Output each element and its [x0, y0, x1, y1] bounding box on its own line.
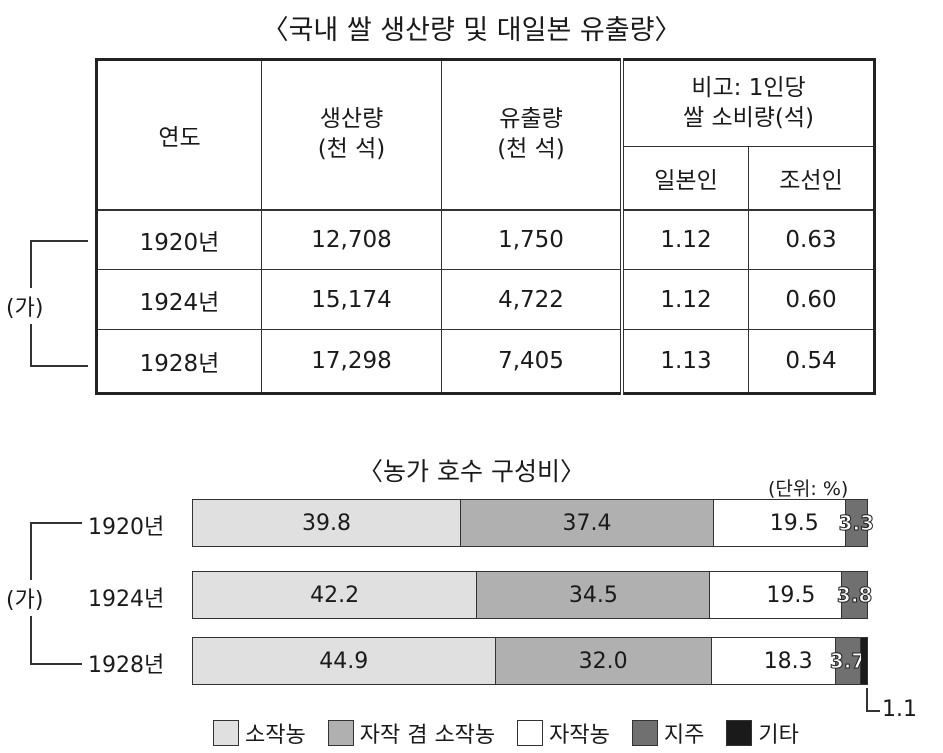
data-label: 3.3 — [838, 511, 875, 536]
chart-title: 〈농가 호수 구성비〉 — [358, 457, 585, 486]
legend-label: 자작농 — [549, 723, 610, 748]
category-label: 1924년 — [86, 581, 165, 613]
table-title: 〈국내 쌀 생산량 및 대일본 유출량〉 — [261, 15, 682, 46]
header-export-line2: (천 석) — [497, 135, 565, 162]
cell-korean: 0.63 — [748, 209, 875, 270]
cell-japanese: 1.12 — [620, 209, 749, 270]
cell-export: 4,722 — [441, 269, 623, 330]
legend-swatch — [327, 720, 354, 746]
cell-japanese: 1.12 — [620, 269, 749, 330]
cell-export: 7,405 — [441, 329, 623, 394]
header-japanese: 일본인 — [620, 146, 749, 210]
bracket-label: (가) — [6, 288, 44, 324]
bar-row: 44.9 32.0 18.3 3.7 — [192, 637, 868, 685]
cell-production: 15,174 — [261, 269, 442, 330]
bar-segment: 37.4 — [461, 499, 714, 547]
data-label: 19.5 — [766, 582, 816, 608]
cell-korean: 0.54 — [748, 329, 875, 394]
legend-label: 지주 — [663, 723, 705, 748]
header-production: 생산량 (천 석) — [261, 59, 442, 210]
bar-segment: 3.3 — [838, 499, 875, 547]
data-label: 3.8 — [836, 583, 873, 608]
chart-legend: 소작농 자작 겸 소작농 자작농 지주 기타 — [213, 717, 799, 749]
legend-label: 소작농 — [245, 723, 306, 748]
cell-japanese: 1.13 — [620, 329, 749, 394]
bracket-tick — [30, 663, 82, 665]
header-note-line2: 쌀 소비량(석) — [682, 104, 815, 131]
bar-segment: 18.3 — [711, 637, 836, 685]
legend-swatch — [631, 720, 658, 746]
legend-label: 기타 — [758, 723, 799, 748]
legend-label: 자작 겸 소작농 — [359, 723, 496, 748]
cell-production: 12,708 — [261, 209, 442, 270]
data-label: 37.4 — [562, 510, 612, 536]
cell-production: 17,298 — [261, 329, 442, 394]
bracket-tick — [30, 522, 82, 524]
header-korean: 조선인 — [748, 146, 875, 210]
bar-row: 42.2 34.5 19.5 3.8 — [192, 571, 873, 619]
bar-segment: 19.5 — [710, 571, 843, 619]
header-export: 유출량 (천 석) — [441, 59, 623, 210]
bracket-label: (가) — [6, 580, 44, 616]
other-callout-label: 1.1 — [882, 697, 917, 722]
data-label: 32.0 — [578, 648, 628, 674]
bar-segment: 39.8 — [192, 499, 462, 547]
legend-swatch — [517, 720, 544, 746]
data-label: 42.2 — [310, 582, 360, 608]
bar-segment: 3.8 — [836, 571, 873, 619]
legend-swatch — [726, 720, 753, 746]
data-label: 39.8 — [302, 510, 352, 536]
data-label: 44.9 — [319, 648, 369, 674]
table-row: 1924년 15,174 4,722 1.12 0.60 — [96, 269, 875, 330]
bar-segment: 42.2 — [192, 571, 478, 619]
unit-label: (단위: %) — [768, 478, 849, 500]
cell-korean: 0.60 — [748, 269, 875, 330]
category-label: 1920년 — [86, 509, 165, 541]
header-production-line1: 생산량 — [319, 105, 384, 132]
table-row: 1928년 17,298 7,405 1.13 0.54 — [96, 329, 875, 394]
header-year: 연도 — [96, 59, 262, 210]
bar-segment: 34.5 — [477, 571, 711, 619]
bracket-tick — [30, 240, 88, 242]
bar-segment: 19.5 — [713, 499, 846, 547]
data-label: 34.5 — [568, 582, 618, 608]
bracket-tick — [30, 365, 88, 367]
category-label: 1928년 — [86, 647, 165, 679]
cell-year: 1924년 — [96, 269, 262, 330]
bar-segment: 32.0 — [495, 637, 712, 685]
bar-segment: 44.9 — [192, 637, 496, 685]
legend-swatch — [213, 720, 239, 746]
cell-export: 1,750 — [441, 209, 623, 270]
data-label: 19.5 — [769, 510, 819, 536]
header-export-line1: 유출량 — [499, 105, 563, 132]
cell-year: 1920년 — [96, 209, 262, 270]
table-row: 1920년 12,708 1,750 1.12 0.63 — [96, 209, 875, 270]
header-production-line2: (천 석) — [317, 135, 386, 162]
data-label: 18.3 — [763, 648, 813, 674]
other-callout-line — [866, 688, 868, 710]
header-note-line1: 비고: 1인당 — [691, 74, 806, 101]
data-label: 3.7 — [829, 649, 866, 674]
other-callout-line — [866, 710, 880, 712]
bar-row: 39.8 37.4 19.5 3.3 — [192, 499, 875, 547]
bar-segment — [860, 637, 868, 685]
bar-segment: 3.7 — [829, 637, 866, 685]
cell-year: 1928년 — [96, 329, 262, 394]
